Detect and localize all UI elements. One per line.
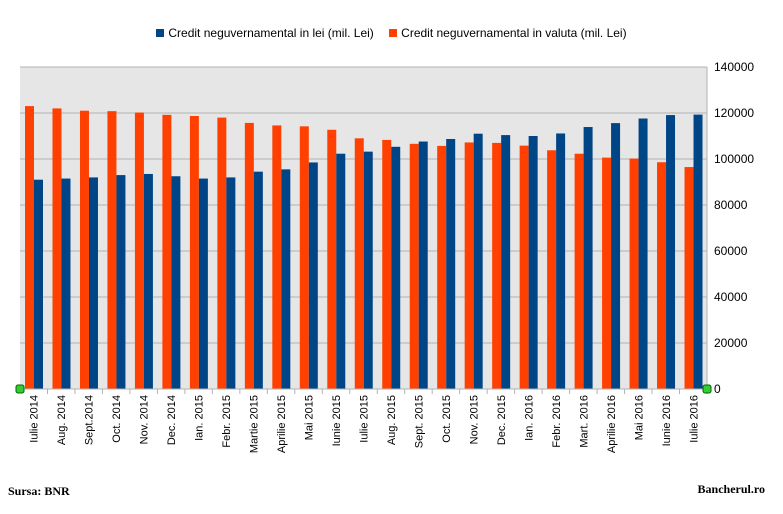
- bar-lei: [88, 177, 98, 389]
- x-tick-label: Aprilie 2015: [276, 395, 288, 453]
- brand-label: Bancherul.ro: [697, 482, 765, 496]
- bar-lei: [363, 151, 373, 389]
- bar-valuta: [437, 145, 447, 389]
- bar-lei: [638, 118, 648, 390]
- bar-valuta: [574, 153, 584, 389]
- bar-valuta: [79, 110, 89, 389]
- bar-lei: [391, 146, 401, 389]
- bar-lei: [666, 115, 676, 389]
- x-tick-label: Iulie 2015: [359, 395, 371, 443]
- bar-valuta: [299, 126, 309, 389]
- bar-lei: [281, 169, 291, 389]
- bar-valuta: [272, 125, 282, 390]
- bar-lei: [501, 135, 511, 389]
- x-tick-label: Aprilie 2016: [606, 395, 618, 453]
- x-tick-label: Iulie 2016: [688, 395, 700, 443]
- x-tick-label: Febr. 2016: [551, 395, 563, 448]
- x-tick-label: Dec. 2014: [166, 395, 178, 445]
- bar-valuta: [547, 150, 557, 389]
- y-tick-label: 80000: [714, 198, 748, 212]
- bar-valuta: [162, 114, 172, 389]
- y-tick-label: 0: [714, 382, 721, 396]
- bar-valuta: [52, 108, 62, 390]
- bar-lei: [253, 171, 263, 389]
- bar-lei: [61, 178, 71, 389]
- x-tick-label: Sept.2014: [84, 395, 96, 445]
- legend-item-lei: Credit neguvernamental in lei (mil. Lei): [156, 26, 374, 40]
- bar-valuta: [657, 162, 667, 389]
- legend-label-lei: Credit neguvernamental in lei (mil. Lei): [168, 26, 374, 40]
- legend-item-valuta: Credit neguvernamental in valuta (mil. L…: [389, 26, 627, 40]
- bar-lei: [611, 123, 621, 390]
- x-tick-label: Nov. 2015: [468, 395, 480, 444]
- bar-valuta: [492, 142, 502, 389]
- y-tick-label: 20000: [714, 336, 748, 350]
- x-tick-label: Iunie 2016: [661, 395, 673, 446]
- bar-valuta: [684, 167, 694, 389]
- x-tick-label: Ian. 2016: [523, 395, 535, 441]
- x-tick-label: Aug. 2015: [386, 395, 398, 445]
- x-tick-label: Mai 2016: [633, 395, 645, 440]
- x-tick-label: Iulie 2014: [29, 395, 41, 443]
- source-note: Sursa: BNR: [8, 484, 70, 498]
- y-tick-label: 140000: [714, 60, 754, 74]
- bar-lei: [418, 141, 428, 389]
- legend-swatch-valuta: [389, 29, 398, 37]
- bar-valuta: [134, 112, 144, 389]
- bar-lei: [308, 162, 318, 389]
- y-tick-label: 60000: [714, 244, 748, 258]
- x-tick-label: Febr. 2015: [221, 395, 233, 448]
- bar-lei: [583, 127, 593, 389]
- bar-valuta: [107, 111, 117, 389]
- bar-lei: [34, 179, 43, 389]
- bar-valuta: [244, 122, 254, 389]
- legend-label-valuta: Credit neguvernamental in valuta (mil. L…: [401, 26, 627, 40]
- bar-lei: [171, 176, 181, 389]
- bar-valuta: [327, 129, 337, 390]
- x-tick-label: Ian. 2015: [194, 395, 206, 441]
- y-tick-label: 100000: [714, 152, 754, 166]
- bar-lei: [336, 153, 346, 389]
- bar-lei: [143, 173, 153, 389]
- bar-valuta: [217, 117, 227, 389]
- bar-valuta: [189, 115, 199, 390]
- x-tick-label: Mart. 2016: [578, 395, 590, 448]
- bar-valuta: [354, 138, 364, 389]
- bar-lei: [528, 136, 538, 389]
- selection-handle-right: [702, 384, 712, 394]
- x-tick-label: Sept. 2015: [413, 395, 425, 448]
- legend-swatch-lei: [156, 29, 165, 37]
- bar-lei: [446, 138, 456, 389]
- bar-lei: [226, 177, 236, 389]
- y-tick-label: 40000: [714, 290, 748, 304]
- bar-valuta: [629, 158, 639, 389]
- bar-valuta: [382, 139, 392, 389]
- x-tick-label: Martie 2015: [249, 395, 261, 453]
- bar-valuta: [602, 157, 612, 389]
- bar-lei: [473, 133, 483, 389]
- chart-legend: Credit neguvernamental in lei (mil. Lei)…: [0, 26, 783, 40]
- x-tick-label: Nov. 2014: [139, 395, 151, 444]
- bar-lei: [116, 175, 126, 389]
- x-tick-label: Dec. 2015: [496, 395, 508, 445]
- bar-valuta: [464, 142, 474, 389]
- y-tick-label: 120000: [714, 106, 754, 120]
- x-tick-label: Iunie 2015: [331, 395, 343, 446]
- bar-valuta: [519, 145, 529, 389]
- bar-lei: [693, 114, 703, 390]
- x-tick-label: Oct. 2015: [441, 395, 453, 443]
- bar-valuta: [25, 106, 34, 389]
- selection-handle-left: [15, 384, 25, 394]
- x-tick-label: Oct. 2014: [111, 395, 123, 443]
- bar-lei: [198, 178, 208, 389]
- x-tick-label: Aug. 2014: [56, 395, 68, 445]
- x-tick-label: Mai 2015: [304, 395, 316, 440]
- bar-valuta: [409, 143, 419, 389]
- bar-lei: [556, 133, 566, 389]
